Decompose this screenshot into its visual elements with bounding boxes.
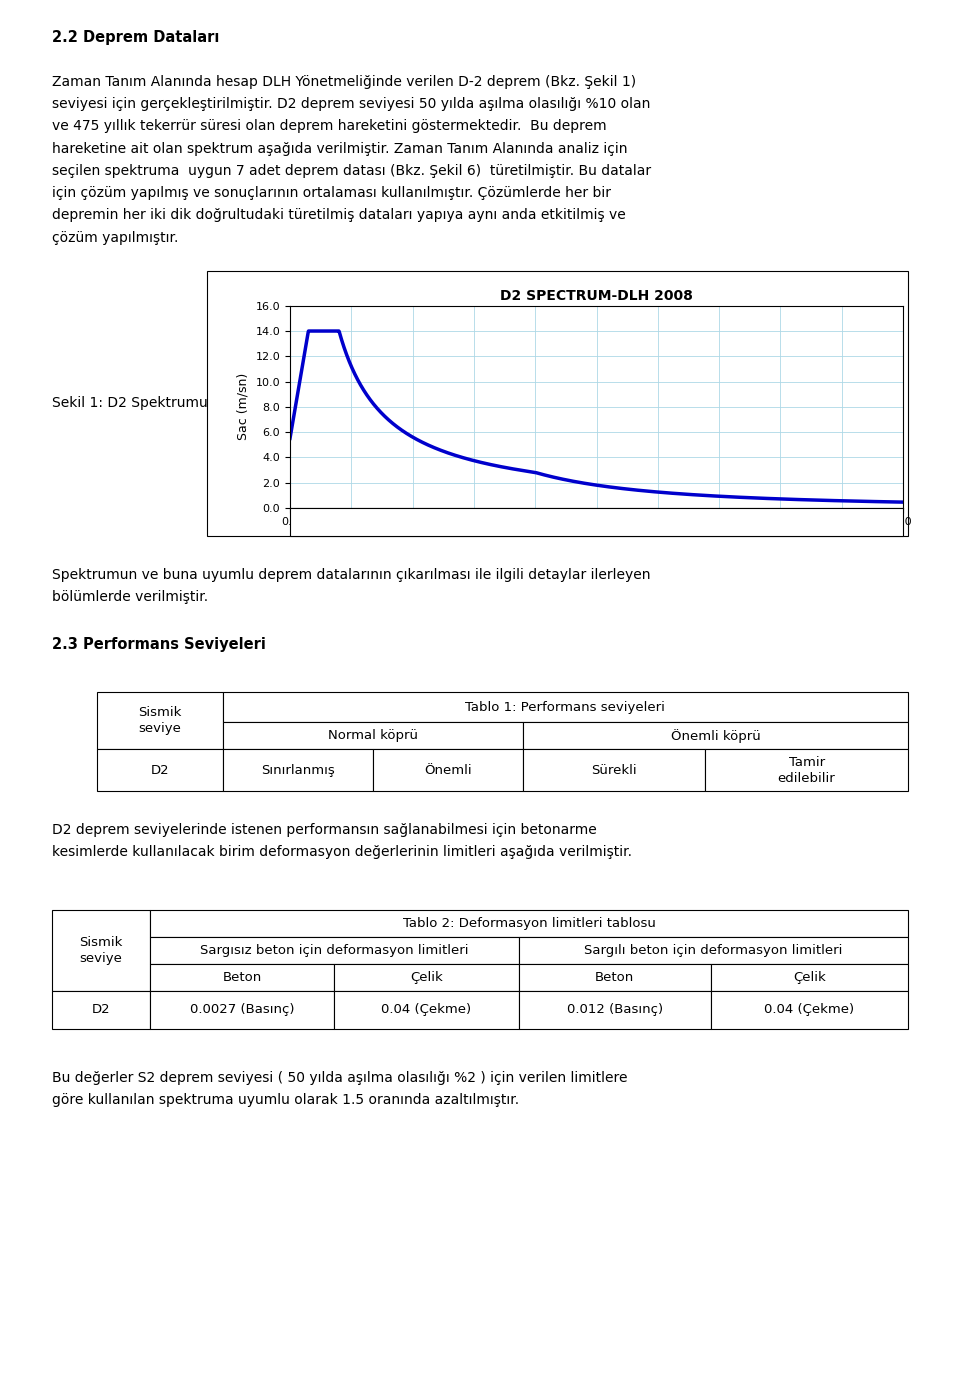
Bar <box>523 723 908 749</box>
Text: 0.012 (Basınç): 0.012 (Basınç) <box>566 1003 663 1016</box>
Text: Sargılı beton için deformasyon limitleri: Sargılı beton için deformasyon limitleri <box>584 943 843 957</box>
Text: Tablo 2: Deformasyon limitleri tablosu: Tablo 2: Deformasyon limitleri tablosu <box>403 917 656 929</box>
Text: Sargısız beton için deformasyon limitleri: Sargısız beton için deformasyon limitler… <box>201 943 468 957</box>
Text: çözüm yapılmıştır.: çözüm yapılmıştır. <box>52 230 179 244</box>
Bar <box>151 990 334 1029</box>
Text: Çelik: Çelik <box>793 971 826 983</box>
Text: Zaman Tanım Alanında hesap DLH Yönetmeliğinde verilen D-2 deprem (Bkz. Şekil 1): Zaman Tanım Alanında hesap DLH Yönetmeli… <box>52 74 636 90</box>
Text: hareketine ait olan spektrum aşağıda verilmiştir. Zaman Tanım Alanında analiz iç: hareketine ait olan spektrum aşağıda ver… <box>52 142 628 156</box>
Bar <box>52 990 151 1029</box>
Text: ve 475 yıllık tekerrür süresi olan deprem hareketini göstermektedir.  Bu deprem: ve 475 yıllık tekerrür süresi olan depre… <box>52 120 607 134</box>
Text: göre kullanılan spektruma uyumlu olarak 1.5 oranında azaltılmıştır.: göre kullanılan spektruma uyumlu olarak … <box>52 1094 519 1107</box>
Text: Sürekli: Sürekli <box>591 764 636 776</box>
Text: 2.2 Deprem Dataları: 2.2 Deprem Dataları <box>52 30 220 46</box>
Text: Tamir
edilebilir: Tamir edilebilir <box>778 756 835 785</box>
Bar <box>151 936 518 964</box>
Text: Beton: Beton <box>595 971 635 983</box>
Text: Sismik
seviye: Sismik seviye <box>138 706 181 735</box>
Bar <box>223 749 372 792</box>
Text: D2 deprem seviyelerinde istenen performansın sağlanabilmesi için betonarme: D2 deprem seviyelerinde istenen performa… <box>52 823 597 837</box>
Bar <box>151 910 908 936</box>
Title: D2 SPECTRUM-DLH 2008: D2 SPECTRUM-DLH 2008 <box>500 290 693 303</box>
Text: D2 SPECTRUM: D2 SPECTRUM <box>355 516 440 528</box>
Bar <box>711 964 908 990</box>
Bar <box>334 990 518 1029</box>
Text: T (sn): T (sn) <box>857 516 898 528</box>
Bar <box>223 692 908 723</box>
Text: depremin her iki dik doğrultudaki türetilmiş dataları yapıya aynı anda etkitilmi: depremin her iki dik doğrultudaki türeti… <box>52 208 626 222</box>
Y-axis label: Sac (m/sn): Sac (m/sn) <box>237 374 250 440</box>
Text: 0.04 (Çekme): 0.04 (Çekme) <box>381 1003 471 1016</box>
Text: Normal köprü: Normal köprü <box>327 729 418 742</box>
Text: bölümlerde verilmiştir.: bölümlerde verilmiştir. <box>52 590 208 604</box>
Text: Sismik
seviye: Sismik seviye <box>80 936 123 965</box>
Bar <box>334 964 518 990</box>
Text: Spektrumun ve buna uyumlu deprem datalarının çıkarılması ile ilgili detaylar ile: Spektrumun ve buna uyumlu deprem datalar… <box>52 568 651 582</box>
Text: 0.0027 (Basınç): 0.0027 (Basınç) <box>190 1003 295 1016</box>
Text: Çelik: Çelik <box>410 971 443 983</box>
Text: 0.04 (Çekme): 0.04 (Çekme) <box>764 1003 854 1016</box>
Text: Bu değerler S2 deprem seviyesi ( 50 yılda aşılma olasılığı %2 ) için verilen lim: Bu değerler S2 deprem seviyesi ( 50 yıld… <box>52 1070 628 1085</box>
Bar <box>518 936 908 964</box>
Text: Önemli: Önemli <box>424 764 471 776</box>
Bar <box>706 749 908 792</box>
Text: 2.3 Performans Seviyeleri: 2.3 Performans Seviyeleri <box>52 637 266 652</box>
Bar <box>151 964 334 990</box>
Bar <box>518 990 711 1029</box>
Text: Tablo 1: Performans seviyeleri: Tablo 1: Performans seviyeleri <box>466 701 665 714</box>
Text: seçilen spektruma  uygun 7 adet deprem datası (Bkz. Şekil 6)  türetilmiştir. Bu : seçilen spektruma uygun 7 adet deprem da… <box>52 164 651 178</box>
Text: Önemli köprü: Önemli köprü <box>670 728 760 743</box>
Bar <box>52 910 151 990</box>
Text: D2: D2 <box>92 1003 110 1016</box>
Text: kesimlerde kullanılacak birim deformasyon değerlerinin limitleri aşağıda verilmi: kesimlerde kullanılacak birim deformasyo… <box>52 845 632 859</box>
Bar <box>223 723 523 749</box>
Text: Sınırlanmış: Sınırlanmış <box>261 764 335 776</box>
Text: D2: D2 <box>151 764 169 776</box>
Text: Sekil 1: D2 Spektrumu: Sekil 1: D2 Spektrumu <box>52 396 207 411</box>
Text: Beton: Beton <box>223 971 262 983</box>
Bar <box>518 964 711 990</box>
Bar <box>523 749 706 792</box>
Bar <box>97 749 223 792</box>
Bar <box>711 990 908 1029</box>
Bar <box>97 692 223 749</box>
Text: için çözüm yapılmış ve sonuçlarının ortalaması kullanılmıştır. Çözümlerde her bi: için çözüm yapılmış ve sonuçlarının orta… <box>52 186 611 200</box>
Text: seviyesi için gerçekleştirilmiştir. D2 deprem seviyesi 50 yılda aşılma olasılığı: seviyesi için gerçekleştirilmiştir. D2 d… <box>52 98 650 112</box>
Bar <box>372 749 523 792</box>
